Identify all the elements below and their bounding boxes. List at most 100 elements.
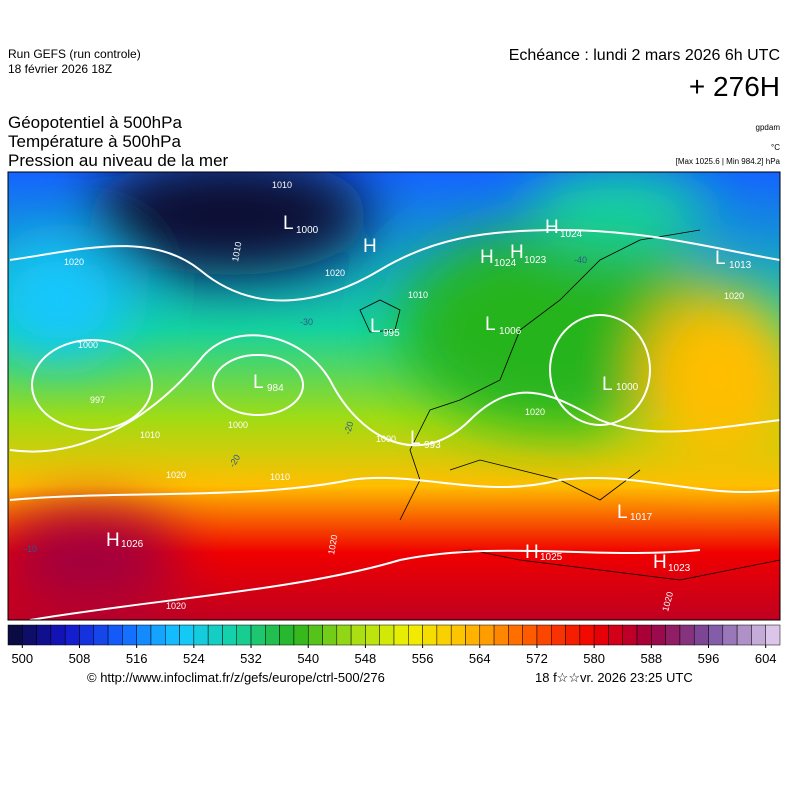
pressure-center: L — [617, 502, 628, 523]
colorbar-swatch — [136, 624, 152, 646]
isobar-label: 1020 — [64, 257, 84, 267]
colorbar-swatch — [408, 624, 423, 646]
colorbar-swatch — [679, 624, 695, 646]
colorbar-swatch — [64, 624, 80, 646]
colorbar-swatch — [622, 624, 638, 646]
pressure-value: 1013 — [729, 260, 752, 271]
colorbar-swatch — [207, 624, 223, 646]
pressure-value: 1024 — [494, 258, 517, 269]
colorbar-swatch — [522, 624, 538, 646]
colorbar-swatch — [579, 624, 595, 646]
colorbar-swatch — [36, 624, 52, 646]
forecast-time: Echéance : lundi 2 mars 2026 6h UTC — [509, 47, 780, 64]
colorbar-swatch — [7, 624, 23, 646]
isobar-label: 1020 — [326, 534, 339, 555]
colorbar-tick-label: 524 — [183, 651, 205, 666]
colorbar-swatch — [450, 624, 466, 646]
pressure-value: 1024 — [560, 229, 583, 240]
temperature-label: -20 — [342, 420, 355, 435]
isobar-label: 1010 — [270, 472, 290, 482]
pressure-value: 1000 — [616, 382, 639, 393]
isobar-label: 997 — [90, 395, 105, 405]
colorbar-swatch — [479, 624, 495, 646]
colorbar-swatch — [465, 624, 481, 646]
colorbar-swatch — [665, 624, 681, 646]
colorbar-swatch — [708, 624, 724, 646]
colorbar-tick-label: 540 — [297, 651, 319, 666]
colorbar-tick-label: 572 — [526, 651, 548, 666]
run-label: Run GEFS (run controle) — [8, 47, 141, 61]
source-url: © http://www.infoclimat.fr/z/gefs/europe… — [87, 670, 385, 685]
colorbar-swatch — [107, 624, 123, 646]
lead-time: + 276H — [689, 71, 780, 102]
isobar-label: 1010 — [140, 430, 160, 440]
pressure-value: 1017 — [630, 512, 653, 523]
colorbar-swatch — [693, 624, 709, 646]
pressure-center: L — [485, 314, 496, 335]
colorbar-tick-label: 516 — [126, 651, 148, 666]
pressure-center: L — [602, 374, 613, 395]
isobar-label: 1010 — [230, 241, 243, 262]
colorbar-swatch — [336, 624, 352, 646]
colorbar-swatch — [651, 624, 666, 646]
map — [8, 172, 780, 620]
pressure-center: L — [715, 248, 726, 269]
pressure-value: 1006 — [499, 326, 522, 337]
title: Géopotentiel à 500hPa — [8, 113, 182, 132]
colorbar-tick-label: 556 — [412, 651, 434, 666]
colorbar-swatch — [608, 624, 623, 646]
temperature-label: -10 — [24, 544, 37, 554]
isobar-label: 1020 — [166, 470, 186, 480]
colorbar-swatch — [565, 624, 581, 646]
pressure-value: 984 — [267, 383, 284, 394]
colorbar-swatch — [436, 624, 452, 646]
colorbar-swatch — [536, 624, 552, 646]
map-frame — [7, 171, 781, 621]
isobar-label: 1000 — [228, 420, 248, 430]
isobar-label: 1020 — [325, 268, 345, 278]
colorbar-swatch — [93, 624, 109, 646]
colorbar-swatch — [736, 624, 752, 646]
pressure-center: H — [363, 236, 377, 257]
colorbar-swatch — [122, 624, 137, 646]
pressure-center: L — [283, 213, 294, 234]
colorbar-swatch — [751, 624, 766, 646]
temperature-label: -40 — [574, 255, 587, 265]
pressure-center: H — [653, 552, 667, 573]
pressure-center: L — [370, 316, 381, 337]
colorbar-tick-label: 500 — [11, 651, 33, 666]
colorbar-swatch — [393, 624, 409, 646]
colorbar-swatch — [765, 624, 781, 646]
pressure-value: 1025 — [540, 552, 563, 563]
colorbar-swatch — [307, 624, 323, 646]
unit: °C — [771, 143, 780, 152]
pressure-center: H — [510, 242, 524, 263]
colorbar: 500 508 516 524 532 540 548 556 564 572 580 588 596 6… — [7, 624, 781, 666]
unit: gpdam — [756, 123, 781, 132]
title: Température à 500hPa — [8, 132, 181, 151]
colorbar-swatch — [50, 624, 66, 646]
colorbar-swatch — [222, 624, 237, 646]
colorbar-tick-label: 604 — [755, 651, 777, 666]
colorbar-swatch — [293, 624, 309, 646]
title: Pression au niveau de la mer — [8, 151, 229, 170]
colorbar-swatch — [150, 624, 166, 646]
colorbar-swatch — [493, 624, 509, 646]
colorbar-swatch — [379, 624, 395, 646]
unit: [Max 1025.6 | Min 984.2] hPa — [676, 157, 781, 166]
colorbar-swatch — [636, 624, 652, 646]
generated-time: 18 f☆☆vr. 2026 23:25 UTC — [535, 670, 693, 685]
isobar-label: 1000 — [376, 434, 396, 444]
pressure-center: H — [545, 217, 559, 238]
isobar-label: 1010 — [272, 180, 292, 190]
colorbar-tick-label: 532 — [240, 651, 262, 666]
colorbar-swatch — [236, 624, 252, 646]
colorbar-swatch — [322, 624, 338, 646]
pressure-value: 1026 — [121, 539, 144, 550]
colorbar-swatch — [179, 624, 195, 646]
colorbar-tick-label: 580 — [583, 651, 605, 666]
colorbar-swatch — [422, 624, 438, 646]
colorbar-swatch — [22, 624, 37, 646]
colorbar-tick-label: 508 — [69, 651, 91, 666]
